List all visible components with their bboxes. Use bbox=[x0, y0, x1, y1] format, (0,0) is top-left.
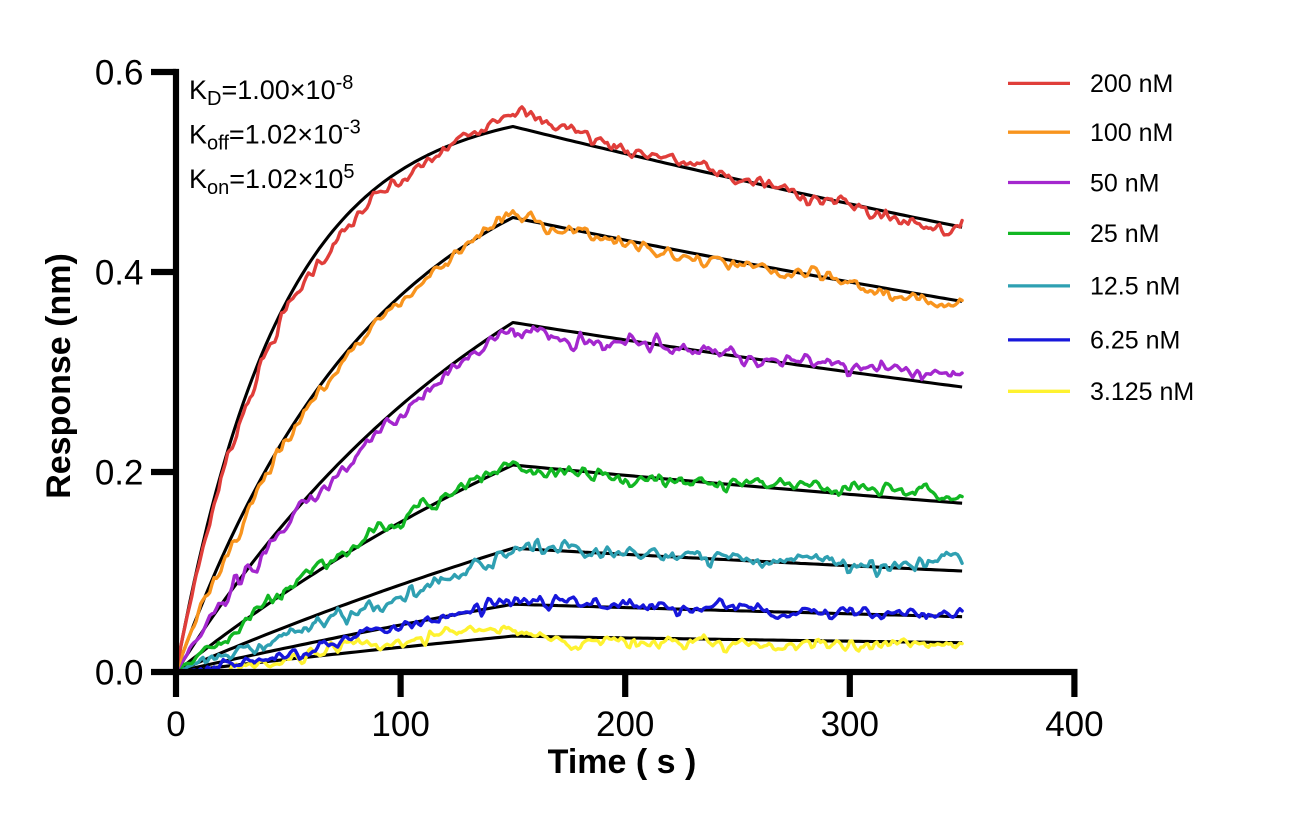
svg-text:400: 400 bbox=[1045, 705, 1103, 744]
svg-text:0: 0 bbox=[166, 705, 185, 744]
svg-text:25 nM: 25 nM bbox=[1090, 220, 1159, 248]
svg-text:50 nM: 50 nM bbox=[1090, 169, 1159, 197]
svg-text:200: 200 bbox=[596, 705, 654, 744]
svg-text:3.125 nM: 3.125 nM bbox=[1090, 378, 1194, 406]
svg-text:6.25 nM: 6.25 nM bbox=[1090, 327, 1180, 355]
svg-text:0.2: 0.2 bbox=[95, 453, 144, 492]
svg-text:12.5 nM: 12.5 nM bbox=[1090, 273, 1180, 301]
svg-text:Time ( s ): Time ( s ) bbox=[548, 743, 697, 781]
svg-text:Response (nm): Response (nm) bbox=[40, 253, 78, 499]
svg-text:200 nM: 200 nM bbox=[1090, 70, 1173, 98]
svg-text:0.6: 0.6 bbox=[95, 53, 144, 92]
svg-text:300: 300 bbox=[821, 705, 879, 744]
svg-text:0.4: 0.4 bbox=[95, 253, 144, 292]
svg-text:0.0: 0.0 bbox=[95, 653, 144, 692]
svg-text:100 nM: 100 nM bbox=[1090, 119, 1173, 147]
svg-text:100: 100 bbox=[371, 705, 429, 744]
